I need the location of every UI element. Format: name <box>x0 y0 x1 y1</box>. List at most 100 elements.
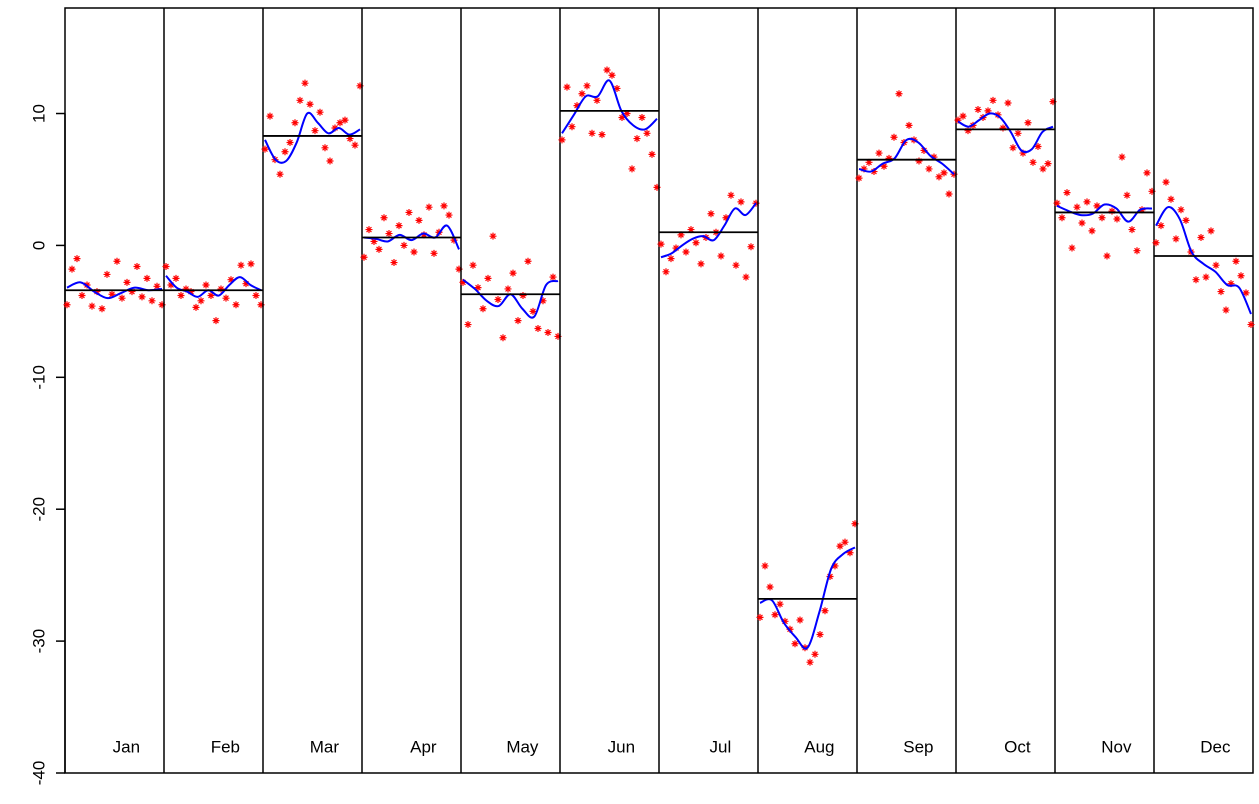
point <box>598 131 606 139</box>
point <box>464 321 472 329</box>
point <box>954 116 962 124</box>
point <box>316 108 324 116</box>
point <box>633 135 641 143</box>
smooth-line <box>1155 206 1252 315</box>
smooth-line <box>363 224 460 250</box>
point <box>925 165 933 173</box>
point <box>405 208 413 216</box>
point <box>1227 280 1235 288</box>
point <box>410 248 418 256</box>
point <box>687 226 695 234</box>
point <box>133 263 141 271</box>
point <box>732 261 740 269</box>
point <box>737 198 745 206</box>
point <box>242 280 250 288</box>
point <box>667 255 675 263</box>
month-label: Jan <box>113 737 140 756</box>
point <box>98 305 106 313</box>
point <box>1034 142 1042 150</box>
point <box>187 288 195 296</box>
point <box>1063 189 1071 197</box>
point <box>786 625 794 633</box>
smooth-line <box>957 112 1054 154</box>
point <box>1078 219 1086 227</box>
point <box>291 119 299 127</box>
point <box>167 281 175 289</box>
point <box>1212 261 1220 269</box>
point <box>588 129 596 137</box>
point <box>395 222 403 230</box>
point <box>707 210 715 218</box>
point <box>618 113 626 121</box>
point <box>999 124 1007 132</box>
point <box>252 292 260 300</box>
point <box>603 66 611 74</box>
point <box>1167 195 1175 203</box>
point <box>1162 178 1170 186</box>
point <box>68 265 76 273</box>
point <box>153 282 161 290</box>
point <box>415 216 423 224</box>
point <box>455 265 463 273</box>
point <box>336 119 344 127</box>
point <box>217 285 225 293</box>
point <box>935 173 943 181</box>
point <box>1108 207 1116 215</box>
point <box>890 133 898 141</box>
point <box>430 249 438 257</box>
point <box>306 100 314 108</box>
point <box>88 302 96 310</box>
point <box>247 260 255 268</box>
point <box>885 154 893 162</box>
point <box>192 303 200 311</box>
point <box>846 549 854 557</box>
point <box>479 305 487 313</box>
month-label: Jun <box>608 737 635 756</box>
point <box>742 273 750 281</box>
month-label: Jul <box>710 737 732 756</box>
point <box>682 248 690 256</box>
point <box>697 260 705 268</box>
point <box>1232 257 1240 265</box>
point <box>573 102 581 110</box>
point <box>747 243 755 251</box>
point <box>445 211 453 219</box>
point <box>370 237 378 245</box>
point <box>821 607 829 615</box>
point <box>103 270 111 278</box>
point <box>509 269 517 277</box>
point <box>1242 289 1250 297</box>
smooth-line <box>264 111 361 164</box>
point <box>1133 247 1141 255</box>
point <box>227 276 235 284</box>
point <box>1009 144 1017 152</box>
point <box>539 297 547 305</box>
point <box>791 640 799 648</box>
point <box>628 165 636 173</box>
point <box>756 613 764 621</box>
point <box>727 191 735 199</box>
point <box>855 174 863 182</box>
point <box>375 245 383 253</box>
point <box>494 295 502 303</box>
point <box>182 285 190 293</box>
point <box>662 268 670 276</box>
point <box>474 284 482 292</box>
point <box>578 90 586 98</box>
point <box>118 294 126 302</box>
point <box>78 292 86 300</box>
point <box>608 71 616 79</box>
point <box>499 334 507 342</box>
point <box>806 658 814 666</box>
point <box>489 232 497 240</box>
point <box>276 170 284 178</box>
point <box>346 135 354 143</box>
point <box>836 542 844 550</box>
point <box>593 96 601 104</box>
smooth-line <box>660 202 757 259</box>
point <box>296 96 304 104</box>
point <box>677 231 685 239</box>
point <box>1039 165 1047 173</box>
month-label: Mar <box>310 737 340 756</box>
